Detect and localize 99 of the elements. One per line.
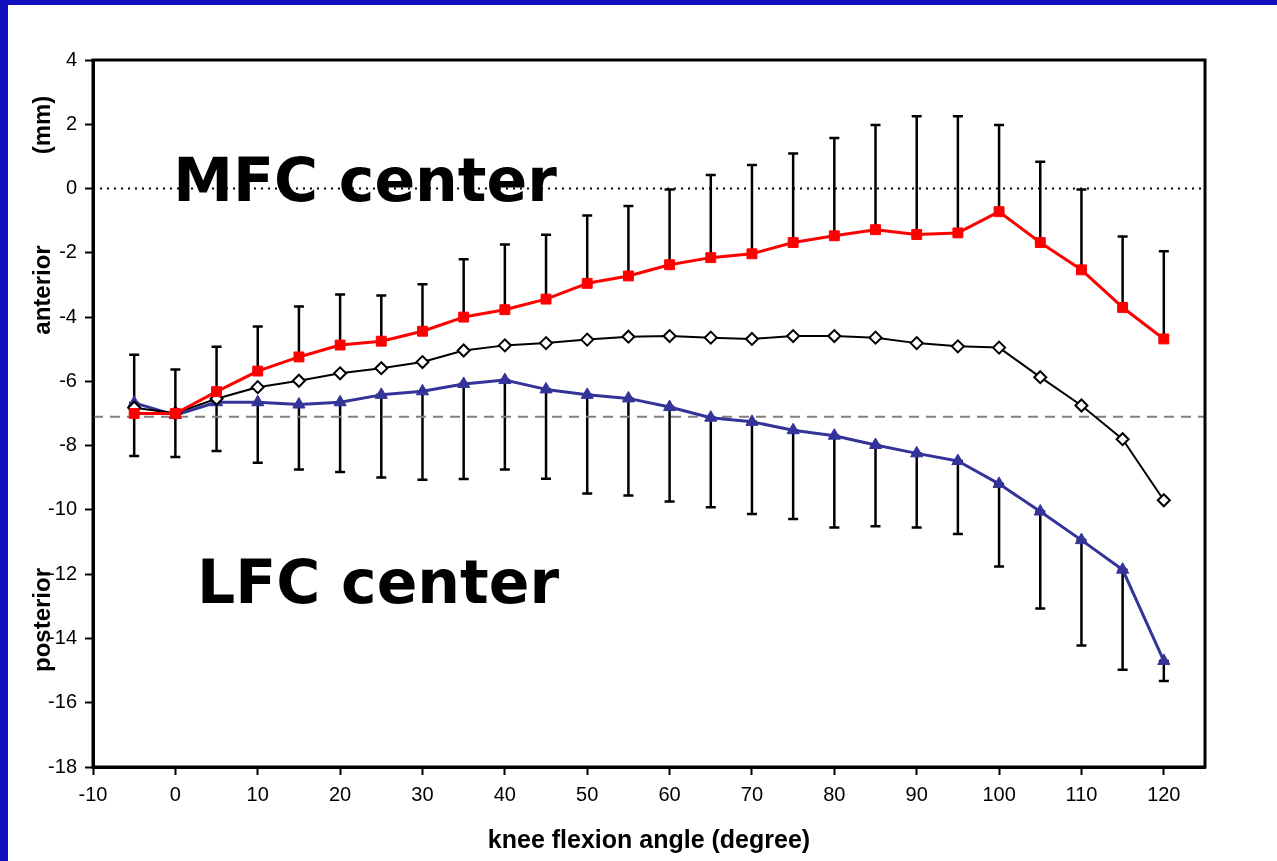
- point: [250, 380, 265, 395]
- point: [951, 453, 965, 466]
- point: [993, 206, 1005, 218]
- point: [703, 330, 718, 345]
- point: [458, 311, 470, 323]
- y-tick-label: 4: [65, 47, 77, 70]
- point: [746, 248, 758, 260]
- point: [251, 394, 265, 407]
- point: [333, 366, 348, 381]
- point: [1116, 562, 1130, 574]
- y-tick-label: -16: [48, 690, 77, 713]
- text: LFC center: [196, 547, 560, 617]
- point: [663, 399, 677, 412]
- point: [539, 336, 554, 351]
- point: [1074, 398, 1089, 413]
- point: [827, 428, 841, 440]
- point: [540, 293, 552, 305]
- point: [128, 408, 140, 419]
- x-tick-label: 20: [328, 782, 352, 805]
- point: [786, 329, 801, 344]
- point: [580, 332, 595, 347]
- point: [1117, 302, 1129, 313]
- point: [705, 252, 717, 264]
- point: [992, 476, 1006, 488]
- point: [662, 329, 677, 344]
- point: [787, 237, 799, 248]
- y-tick-label: 2: [65, 111, 77, 134]
- point: [745, 414, 759, 426]
- point: [950, 339, 965, 354]
- point: [786, 422, 800, 435]
- point: [211, 386, 223, 398]
- point: [497, 338, 512, 353]
- point: [664, 259, 676, 271]
- x-tick-label: 120: [1147, 782, 1181, 805]
- point: [417, 325, 428, 337]
- point: [375, 335, 387, 347]
- point: [1157, 653, 1171, 665]
- point: [374, 387, 388, 399]
- point: [1033, 504, 1047, 516]
- x-tick-label: 0: [169, 782, 181, 805]
- point: [827, 329, 842, 344]
- y-tick-label: -4: [59, 304, 77, 327]
- point: [539, 381, 553, 394]
- x-tick-label: 90: [905, 782, 928, 805]
- point: [1074, 532, 1089, 545]
- x-tick-label: 50: [576, 782, 599, 805]
- y-tick-label: -6: [59, 368, 77, 391]
- point: [621, 390, 635, 403]
- point: [1034, 237, 1046, 248]
- x-tick-label: 100: [982, 782, 1016, 805]
- point: [415, 355, 430, 370]
- point: [1158, 333, 1170, 345]
- point: [909, 336, 924, 351]
- x-tick-label: 80: [823, 782, 846, 805]
- point: [910, 445, 924, 458]
- point: [580, 387, 594, 399]
- point: [252, 365, 264, 377]
- point: [868, 437, 883, 449]
- point: [293, 351, 305, 363]
- y-tick-label: -2: [59, 240, 77, 263]
- point: [456, 343, 471, 358]
- point: [292, 397, 306, 409]
- y-tick-label: -8: [59, 433, 77, 456]
- text: anterior: [28, 245, 56, 335]
- point: [1033, 370, 1048, 385]
- x-tick-label: 60: [658, 782, 681, 805]
- x-tick-label: 40: [493, 782, 516, 805]
- x-axis-title: knee flexion angle (degree): [487, 824, 811, 853]
- point: [828, 230, 840, 242]
- y-tick-label: 0: [65, 176, 77, 199]
- y-tick-label: -10: [48, 497, 77, 520]
- x-tick-label: 30: [411, 782, 434, 805]
- point: [870, 224, 881, 236]
- y-tick-label: -18: [48, 754, 77, 777]
- series-label: MFC center: [173, 145, 557, 215]
- point: [334, 339, 346, 351]
- x-tick-label: 70: [740, 782, 764, 805]
- x-tick-label: 10: [246, 782, 269, 805]
- point: [457, 376, 471, 388]
- point: [744, 331, 759, 346]
- point: [498, 372, 512, 385]
- point: [1075, 264, 1087, 276]
- point: [992, 340, 1007, 355]
- point: [952, 227, 964, 239]
- point: [415, 383, 430, 396]
- point: [704, 410, 718, 422]
- point: [291, 373, 306, 388]
- y-axis-title: (mm): [28, 95, 56, 155]
- point: [374, 361, 389, 376]
- point: [499, 304, 511, 316]
- point: [581, 277, 593, 289]
- x-tick-label: 110: [1065, 782, 1098, 805]
- point: [333, 394, 347, 407]
- point: [1115, 432, 1130, 447]
- point: [621, 329, 636, 344]
- point: [1156, 493, 1171, 508]
- point: [622, 270, 634, 282]
- point: [911, 229, 923, 240]
- point: [868, 330, 883, 345]
